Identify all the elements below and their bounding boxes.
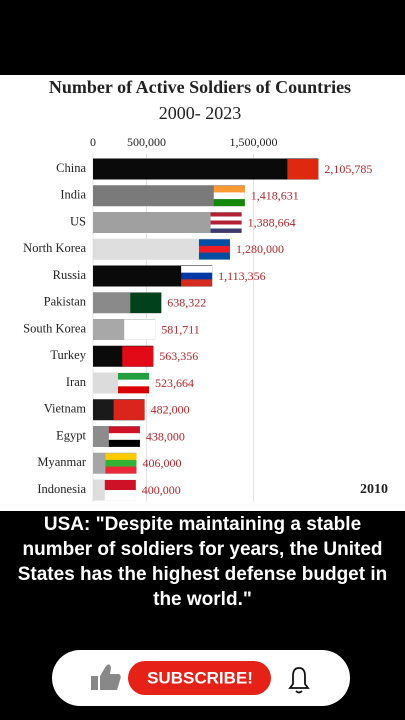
value-label: 563,356	[159, 349, 198, 363]
flag-stripe	[181, 272, 213, 280]
bar	[93, 238, 230, 260]
value-label: 438,000	[146, 429, 185, 443]
flag	[122, 346, 154, 367]
flag-stripe	[104, 490, 136, 501]
flag-stripe	[181, 266, 213, 273]
flag-stripe	[118, 386, 150, 394]
flag-stripe	[181, 279, 213, 287]
category-label: Iran	[66, 375, 87, 389]
value-label: 1,418,631	[251, 189, 299, 203]
flag-stripe	[105, 466, 137, 474]
flag-stripe	[105, 453, 137, 461]
flag-stripe	[198, 239, 230, 247]
flag-stripe	[108, 439, 140, 447]
flag-stripe	[198, 245, 230, 253]
flag-stripe	[130, 292, 162, 314]
flag	[210, 212, 242, 233]
flag-stripe	[213, 185, 245, 193]
x-tick-label: 1,500,000	[230, 135, 278, 149]
bar	[93, 185, 245, 207]
flag	[113, 399, 145, 421]
value-label: 1,280,000	[236, 242, 284, 256]
flag	[108, 426, 140, 447]
flag	[118, 373, 150, 394]
flag-stripe	[105, 459, 137, 467]
flag-stripe	[213, 199, 245, 207]
flag	[287, 159, 319, 180]
flag-stripe	[210, 224, 242, 229]
flag-stripe	[113, 399, 145, 421]
subscribe-text[interactable]: SUBSCRIBE!	[147, 668, 253, 687]
x-tick-label: 0	[90, 135, 96, 149]
value-label: 581,711	[161, 322, 200, 336]
flag-stripe	[198, 252, 230, 260]
flag-stripe	[122, 346, 154, 367]
year-label: 2010	[360, 482, 388, 497]
chart-title: Number of Active Soldiers of Countries	[49, 77, 351, 97]
flag-stripe	[118, 373, 150, 380]
subscribe-bar: SUBSCRIBE!	[52, 650, 350, 706]
value-label: 523,664	[155, 376, 194, 390]
value-label: 406,000	[142, 456, 181, 470]
like-icon[interactable]	[91, 664, 121, 690]
flag-stripe	[287, 159, 319, 180]
chart-background	[0, 75, 405, 511]
flag-stripe	[104, 480, 136, 491]
flag	[105, 453, 137, 474]
bar	[93, 158, 319, 180]
value-label: 1,388,664	[248, 215, 296, 229]
flag-stripe	[210, 228, 242, 233]
flag-stripe	[108, 426, 140, 434]
chart-subtitle: 2000- 2023	[159, 103, 242, 123]
value-label: 1,113,356	[218, 269, 266, 283]
flag	[130, 292, 162, 314]
flag	[198, 239, 230, 260]
category-label: Egypt	[56, 428, 86, 442]
category-label: China	[56, 161, 86, 175]
bar	[93, 212, 242, 233]
flag	[124, 319, 156, 340]
flag	[181, 266, 213, 287]
bell-icon[interactable]	[288, 667, 310, 694]
flag-stripe	[118, 379, 150, 387]
flag-stripe	[210, 212, 242, 217]
category-label: Vietnam	[44, 402, 87, 416]
value-label: 2,105,785	[324, 162, 372, 176]
flag-stripe	[210, 220, 242, 225]
category-label: Turkey	[50, 348, 86, 362]
flag	[213, 185, 245, 207]
category-label: Pakistan	[44, 295, 87, 309]
category-label: Russia	[53, 268, 87, 282]
caption: USA: "Despite maintaining a stable numbe…	[17, 514, 388, 610]
flag-stripe	[210, 216, 242, 221]
flag-stripe	[213, 192, 245, 200]
chart: Number of Active Soldiers of Countries 2…	[0, 75, 405, 511]
category-label: South Korea	[23, 321, 86, 335]
flag	[104, 480, 136, 501]
category-label: India	[60, 188, 86, 202]
subscribe-button[interactable]	[128, 661, 271, 695]
value-label: 400,000	[142, 483, 181, 497]
value-label: 638,322	[167, 296, 206, 310]
category-label: US	[70, 214, 86, 228]
category-label: Myanmar	[37, 455, 86, 469]
x-tick-label: 500,000	[127, 135, 166, 149]
flag-stripe	[124, 319, 156, 340]
category-label: North Korea	[23, 241, 86, 255]
category-label: Indonesia	[37, 482, 86, 496]
value-label: 482,000	[151, 403, 190, 417]
flag-stripe	[108, 433, 140, 441]
